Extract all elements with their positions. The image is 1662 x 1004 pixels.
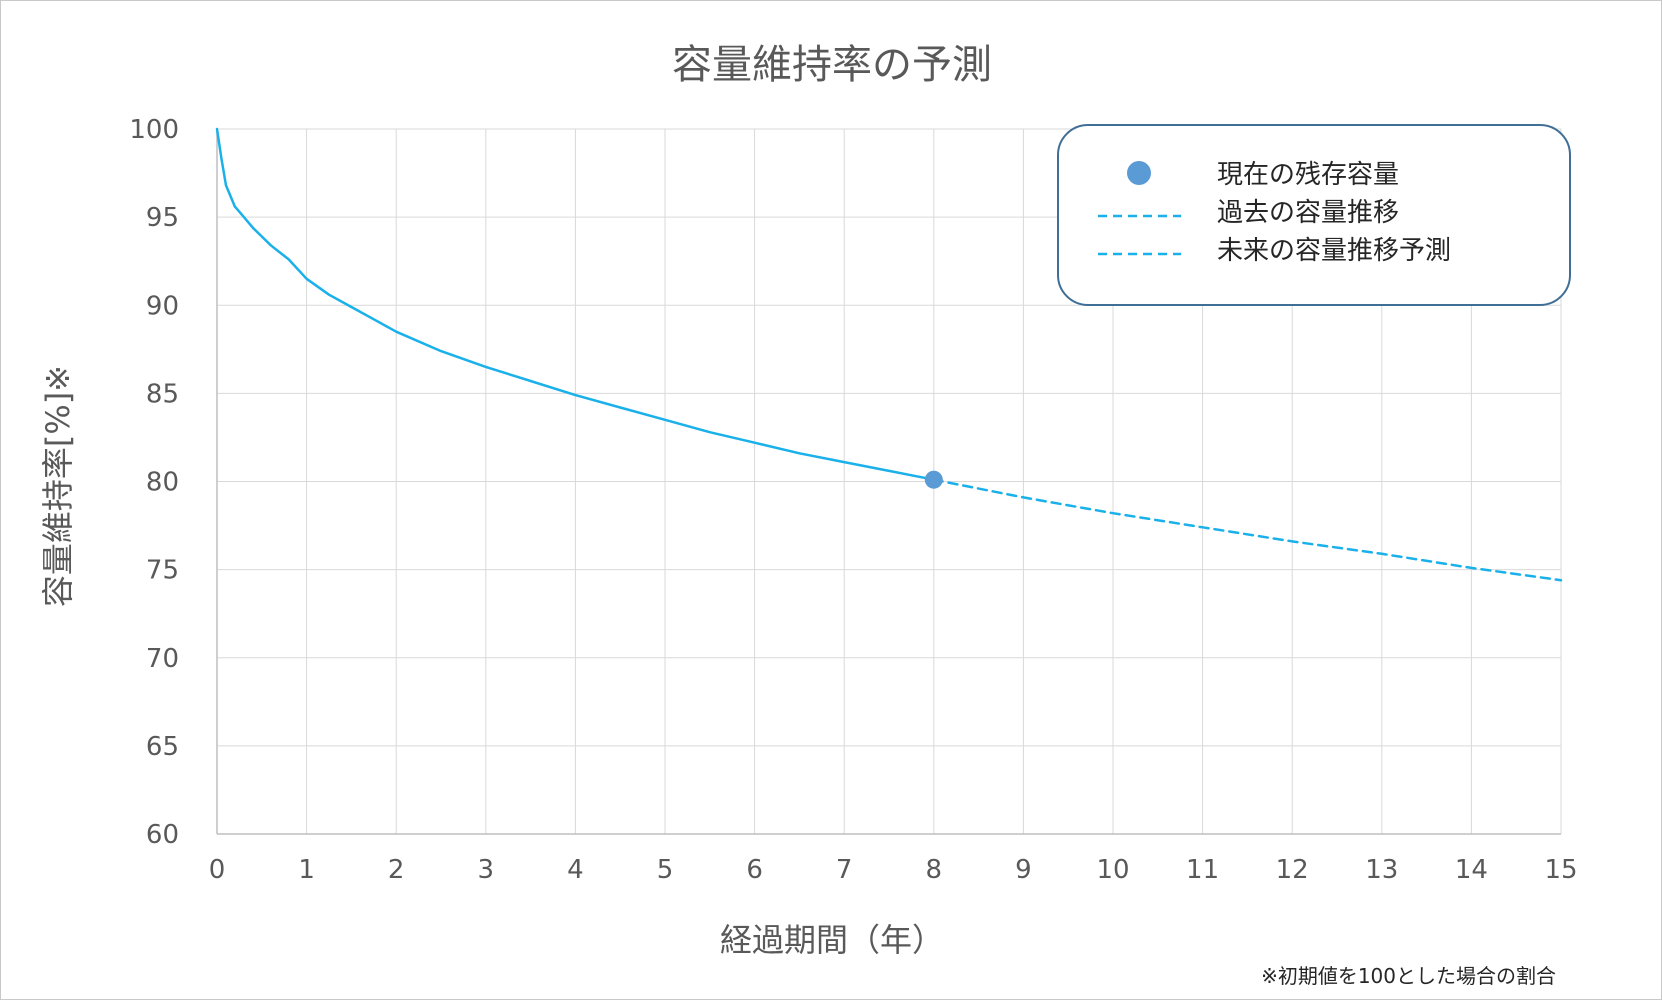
- legend-label-past: 過去の容量推移: [1217, 198, 1399, 228]
- x-tick-label: 4: [567, 855, 584, 885]
- x-tick-label: 14: [1455, 855, 1488, 885]
- y-tick-label: 80: [146, 468, 179, 498]
- y-axis-label: 容量維持率[%]※: [39, 365, 77, 607]
- y-tick-label: 90: [146, 291, 179, 321]
- axes: [216, 129, 1561, 835]
- y-tick-label: 75: [146, 556, 179, 586]
- y-tick-label: 65: [146, 732, 179, 762]
- y-tick-label: 70: [146, 644, 179, 674]
- series: [215, 127, 1563, 582]
- legend: 現在の残存容量 過去の容量推移 未来の容量推移予測: [1057, 124, 1571, 306]
- x-tick-label: 0: [209, 855, 226, 885]
- x-tick-labels: 0 1 2 3 4 5 6 7 8 9 10 11 12 13 14 15: [209, 855, 1578, 885]
- x-tick-label: 13: [1365, 855, 1398, 885]
- footnote: ※初期値を100とした場合の割合: [1261, 964, 1556, 988]
- x-tick-label: 8: [926, 855, 943, 885]
- x-tick-label: 2: [388, 855, 405, 885]
- x-tick-label: 1: [298, 855, 315, 885]
- current-capacity-point: [924, 470, 943, 489]
- x-tick-label: 7: [836, 855, 853, 885]
- x-tick-label: 9: [1015, 855, 1032, 885]
- y-tick-label: 100: [129, 115, 179, 145]
- y-tick-label: 95: [146, 203, 179, 233]
- legend-marker-current: [1127, 161, 1151, 185]
- series-line-future: [932, 478, 1563, 582]
- chart-title: 容量維持率の予測: [672, 42, 992, 88]
- y-tick-labels: 100 95 90 85 80 75 70 65 60: [129, 115, 179, 850]
- series-line-past: [215, 127, 936, 481]
- y-tick-label: 85: [146, 379, 179, 409]
- legend-label-future: 未来の容量推移予測: [1217, 236, 1451, 266]
- y-tick-label: 60: [146, 820, 179, 850]
- x-tick-label: 12: [1276, 855, 1309, 885]
- legend-label-current: 現在の残存容量: [1217, 160, 1399, 190]
- x-tick-label: 10: [1096, 855, 1129, 885]
- x-tick-label: 11: [1186, 855, 1219, 885]
- x-tick-label: 5: [657, 855, 674, 885]
- legend-box: [1057, 124, 1571, 306]
- x-tick-label: 6: [746, 855, 763, 885]
- x-tick-label: 15: [1544, 855, 1577, 885]
- x-axis-label: 経過期間（年）: [720, 921, 944, 959]
- x-tick-label: 3: [478, 855, 495, 885]
